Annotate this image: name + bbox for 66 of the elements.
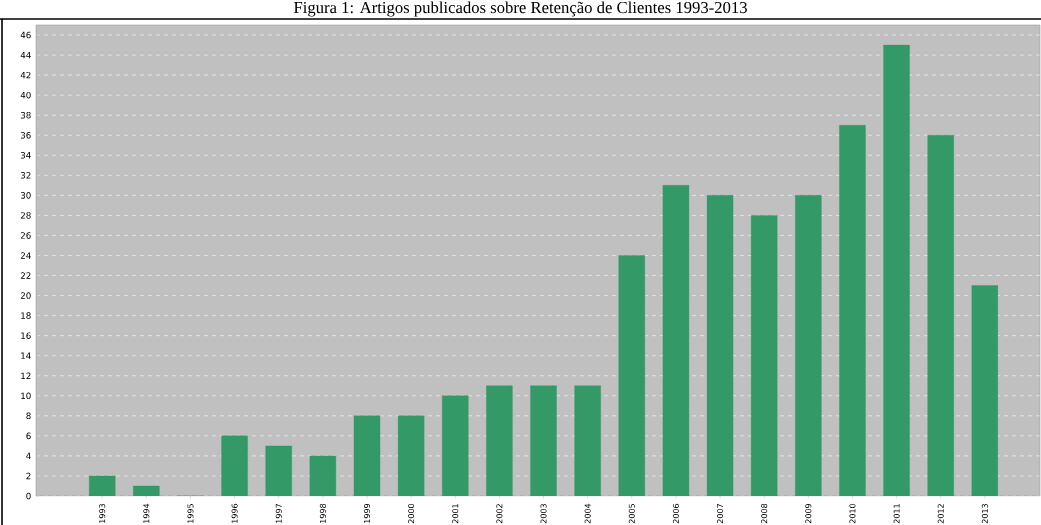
x-tick-label: 1997: [275, 504, 282, 523]
x-tick-label: 2010: [849, 503, 856, 524]
bar: [883, 44, 910, 496]
bar: [750, 215, 778, 496]
y-tick-label: 46: [20, 31, 31, 39]
bar: [309, 455, 337, 496]
x-tick-label: 1994: [143, 503, 150, 523]
y-tick-label: 14: [21, 352, 31, 359]
x-tick-label: 2011: [893, 504, 900, 524]
bar: [397, 415, 425, 496]
y-tick-label: 24: [20, 252, 31, 259]
y-tick-label: 40: [20, 91, 31, 99]
y-tick-label: 4: [26, 452, 31, 460]
x-tick-label: 2007: [717, 504, 724, 524]
y-tick-label: 44: [20, 51, 31, 59]
y-tick-label: 20: [20, 292, 31, 299]
x-tick-label: 1993: [99, 504, 106, 523]
y-tick-label: 18: [21, 312, 31, 319]
x-tick-label: 2004: [584, 503, 591, 524]
bar: [839, 125, 866, 496]
bar: [442, 395, 469, 496]
bar: [530, 385, 557, 496]
bar: [486, 385, 513, 496]
bar: [265, 445, 292, 496]
y-tick-label: 38: [20, 111, 31, 119]
y-tick-label: 12: [21, 372, 31, 379]
y-tick-label: 16: [21, 332, 31, 339]
y-tick-label: 22: [20, 272, 31, 279]
bar: [89, 475, 116, 496]
y-tick-label: 8: [26, 412, 31, 420]
x-tick-label: 2012: [937, 504, 944, 524]
bar: [618, 255, 645, 496]
y-tick-label: 26: [20, 232, 31, 239]
x-tick-label: 2008: [761, 503, 768, 524]
x-tick-label: 2009: [805, 503, 812, 524]
bar: [133, 485, 160, 496]
bar: [662, 185, 690, 496]
x-tick-label: 2005: [628, 504, 635, 524]
y-tick-label: 36: [20, 131, 31, 139]
x-tick-label: 1995: [187, 504, 194, 523]
y-tick-label: 2: [26, 472, 31, 480]
bar: [795, 195, 822, 496]
y-tick-label: 32: [20, 172, 31, 179]
bar: [574, 385, 601, 496]
x-tick-label: 2003: [540, 504, 547, 524]
chart-title: Figura 1: Artigos publicados sobre Retenção de Clientes 1993-2013: [293, 1, 747, 17]
y-tick-label: 6: [26, 432, 31, 440]
y-tick-label: 28: [20, 212, 31, 219]
x-tick-label: 1999: [363, 503, 371, 523]
x-tick-label: 2013: [981, 504, 988, 524]
x-tick-label: 2006: [672, 503, 679, 524]
x-tick-label: 2001: [452, 504, 459, 524]
bar: [927, 135, 954, 496]
bar: [971, 285, 999, 496]
bar: [706, 195, 734, 496]
x-tick-label: 1998: [319, 503, 326, 523]
y-tick-label: 42: [20, 71, 31, 79]
y-tick-label: 0: [26, 492, 31, 500]
y-tick-label: 34: [20, 152, 31, 159]
x-tick-label: 2002: [496, 504, 503, 524]
y-tick-label: 30: [20, 192, 31, 199]
x-tick-label: 1996: [231, 503, 238, 523]
y-tick-label: 10: [21, 392, 31, 400]
bar: [221, 435, 248, 496]
x-tick-label: 2000: [408, 503, 415, 524]
bar: [353, 415, 381, 496]
